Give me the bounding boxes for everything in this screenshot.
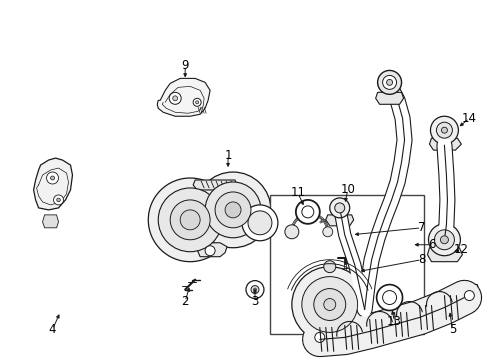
Text: 5: 5: [449, 323, 456, 336]
Circle shape: [302, 206, 314, 218]
Circle shape: [158, 188, 222, 252]
Circle shape: [428, 224, 461, 256]
Circle shape: [242, 205, 278, 241]
Text: 8: 8: [418, 253, 425, 266]
Polygon shape: [326, 215, 354, 226]
Circle shape: [251, 285, 259, 293]
Text: 6: 6: [428, 238, 435, 251]
Polygon shape: [427, 248, 463, 262]
Polygon shape: [429, 138, 462, 150]
Text: 9: 9: [181, 59, 189, 72]
Circle shape: [205, 246, 215, 256]
Circle shape: [465, 291, 474, 301]
Circle shape: [315, 332, 325, 342]
Circle shape: [340, 275, 350, 285]
Circle shape: [248, 211, 272, 235]
Circle shape: [196, 101, 198, 104]
Circle shape: [205, 182, 261, 238]
Text: 2: 2: [181, 295, 189, 308]
Circle shape: [330, 198, 350, 218]
Text: 1: 1: [224, 149, 232, 162]
Text: 7: 7: [418, 221, 425, 234]
Polygon shape: [376, 92, 404, 104]
Circle shape: [377, 285, 403, 310]
Circle shape: [314, 289, 346, 320]
Circle shape: [169, 92, 181, 104]
Circle shape: [215, 192, 251, 228]
Circle shape: [170, 200, 210, 240]
Polygon shape: [157, 78, 210, 116]
Text: 11: 11: [291, 186, 305, 199]
Circle shape: [441, 236, 448, 244]
Circle shape: [172, 96, 178, 101]
Text: 3: 3: [251, 295, 259, 308]
Polygon shape: [197, 243, 227, 257]
Polygon shape: [203, 195, 255, 235]
Circle shape: [324, 298, 336, 310]
Circle shape: [292, 267, 368, 342]
Circle shape: [296, 200, 320, 224]
Circle shape: [441, 127, 447, 133]
Text: 4: 4: [49, 323, 56, 336]
Circle shape: [53, 195, 64, 205]
Circle shape: [335, 203, 345, 213]
Bar: [270, 195, 424, 334]
Circle shape: [246, 280, 264, 298]
Circle shape: [253, 288, 256, 291]
Text: 12: 12: [454, 243, 469, 256]
Circle shape: [57, 198, 60, 202]
Circle shape: [383, 75, 396, 89]
Circle shape: [431, 116, 458, 144]
Circle shape: [195, 172, 271, 248]
Polygon shape: [43, 215, 58, 228]
Circle shape: [437, 122, 452, 138]
Circle shape: [302, 276, 358, 332]
Text: 10: 10: [340, 184, 355, 197]
Circle shape: [193, 98, 201, 106]
Polygon shape: [193, 180, 237, 190]
Circle shape: [225, 202, 241, 218]
Circle shape: [50, 176, 54, 180]
Polygon shape: [310, 328, 330, 347]
Circle shape: [378, 71, 401, 94]
Polygon shape: [460, 285, 479, 307]
Circle shape: [180, 210, 200, 230]
Circle shape: [285, 225, 299, 239]
Circle shape: [148, 178, 232, 262]
Polygon shape: [34, 158, 73, 210]
Text: 13: 13: [387, 315, 402, 328]
Circle shape: [435, 230, 454, 250]
Circle shape: [47, 172, 58, 184]
Circle shape: [383, 291, 396, 305]
Circle shape: [387, 80, 392, 85]
Circle shape: [323, 227, 333, 237]
Text: 14: 14: [462, 112, 477, 125]
Circle shape: [324, 261, 336, 273]
